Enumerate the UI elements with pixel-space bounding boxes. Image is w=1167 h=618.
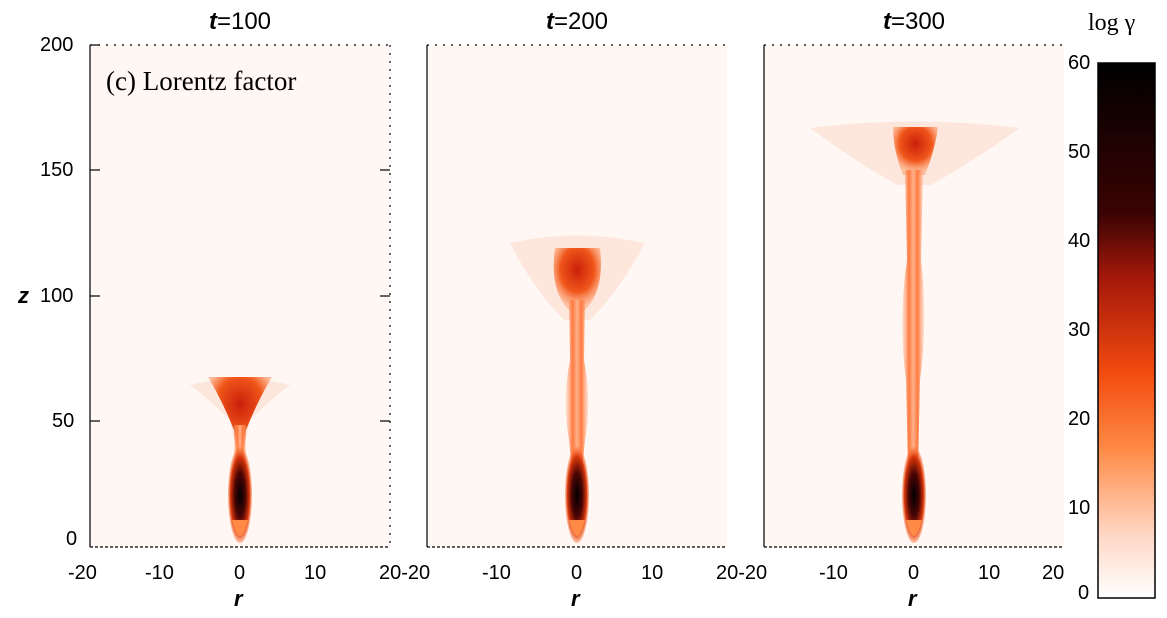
panel-title-3: t=300 <box>882 8 946 35</box>
panel-label: (c) Lorentz factor <box>106 66 297 96</box>
x-tick-label: 0 <box>571 562 583 584</box>
panel-2-jet <box>510 235 645 543</box>
y-tick-label: 150 <box>40 159 74 181</box>
colorbar-title: log γ <box>1088 10 1136 36</box>
x-axis-label: r <box>234 586 243 611</box>
colorbar-tick-label: 20 <box>1068 408 1091 430</box>
y-tick-label: 0 <box>66 528 78 550</box>
panel-frames <box>89 44 1064 548</box>
x-tick-label: 10 <box>304 562 327 584</box>
x-axis-label: r <box>571 586 580 611</box>
colorbar-tick-label: 0 <box>1078 582 1090 604</box>
x-tick-label: -20 <box>68 562 97 584</box>
x-tick-label: -10 <box>145 562 174 584</box>
colorbar <box>1097 62 1156 599</box>
x-tick-label: 10 <box>641 562 664 584</box>
colorbar-tick-label: 10 <box>1068 497 1091 519</box>
x-tick-label: 20 <box>1042 562 1065 584</box>
x-tick-label: 0 <box>908 562 920 584</box>
y-tick-label: 200 <box>40 34 74 56</box>
x-tick-label: 0 <box>234 562 246 584</box>
y-axis-label: z <box>18 283 29 308</box>
x-tick-label-joined: 20-20 <box>716 562 768 584</box>
panel-3-jet <box>810 121 1020 543</box>
colorbar-tick-label: 40 <box>1068 230 1091 252</box>
x-tick-label-joined: 20-20 <box>379 562 431 584</box>
colorbar-tick-label: 60 <box>1068 52 1091 74</box>
panel-title-2: t=200 <box>545 8 609 35</box>
x-tick-label: -10 <box>819 562 848 584</box>
y-tick-label: 50 <box>52 410 75 432</box>
panel-1-jet <box>190 377 290 543</box>
panel-title-1: t=100 <box>208 8 272 35</box>
x-tick-label: -10 <box>482 562 511 584</box>
y-tick-label: 100 <box>40 285 74 307</box>
colorbar-tick-label: 30 <box>1068 319 1091 341</box>
x-axis-label: r <box>908 586 917 611</box>
colorbar-tick-label: 50 <box>1068 141 1091 163</box>
x-tick-label: 10 <box>978 562 1001 584</box>
y-axis-ticks <box>90 44 390 422</box>
